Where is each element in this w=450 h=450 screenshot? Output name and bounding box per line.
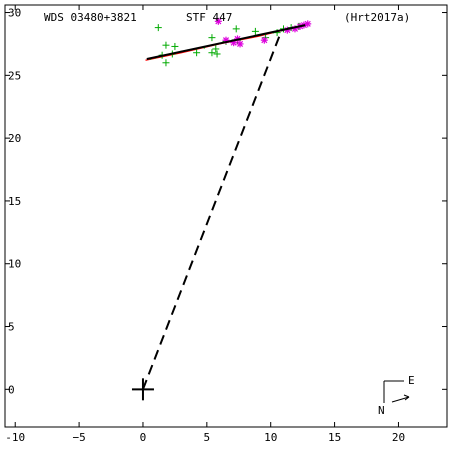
plus-mark bbox=[193, 49, 201, 57]
plot-frame bbox=[4, 4, 448, 428]
star-mark bbox=[236, 40, 244, 48]
plus-mark bbox=[208, 34, 216, 42]
compass-north-label: N bbox=[378, 404, 385, 417]
compass-icon: E N bbox=[378, 374, 415, 417]
x-tick-label: −5 bbox=[72, 431, 85, 444]
plus-mark bbox=[251, 27, 259, 35]
y-tick-label: 15 bbox=[8, 195, 21, 208]
compass-east-label: E bbox=[408, 374, 415, 387]
x-tick-label: -10 bbox=[5, 431, 25, 444]
separation-line bbox=[142, 28, 284, 390]
wds-label: WDS 03480+3821 bbox=[44, 11, 137, 24]
plus-mark bbox=[162, 59, 170, 67]
plot-border bbox=[4, 4, 448, 428]
x-tick-label: 5 bbox=[204, 431, 211, 444]
plus-mark bbox=[154, 24, 162, 32]
y-tick-label: 0 bbox=[8, 383, 15, 396]
y-tick-label: 30 bbox=[8, 7, 21, 20]
plus-mark bbox=[213, 50, 221, 58]
star-mark bbox=[260, 36, 268, 44]
x-tick-label: 15 bbox=[328, 431, 341, 444]
plus-mark bbox=[171, 42, 179, 50]
plus-mark bbox=[232, 25, 240, 33]
discoverer-label: STF 447 bbox=[186, 11, 232, 24]
fit-line bbox=[146, 24, 306, 60]
fit-segment bbox=[146, 24, 306, 60]
plus-mark bbox=[208, 49, 216, 57]
dashed-line bbox=[142, 28, 284, 390]
y-tick-label: 20 bbox=[8, 132, 21, 145]
x-tick-label: 0 bbox=[140, 431, 147, 444]
x-tick-label: 10 bbox=[264, 431, 277, 444]
y-tick-label: 5 bbox=[8, 321, 15, 334]
y-tick-label: 10 bbox=[8, 258, 21, 271]
axis-ticks bbox=[5, 5, 447, 427]
star-mark bbox=[214, 17, 222, 25]
plus-mark bbox=[212, 45, 220, 53]
reference-label: (Hrt2017a) bbox=[344, 11, 410, 24]
x-tick-labels: -10 −5 0 5 10 15 20 bbox=[5, 431, 405, 444]
y-tick-label: 25 bbox=[8, 69, 21, 82]
x-tick-label: 20 bbox=[392, 431, 405, 444]
star-mark bbox=[304, 20, 312, 28]
y-tick-labels: 0 5 10 15 20 25 30 bbox=[8, 7, 21, 397]
primary-star-marker bbox=[131, 378, 154, 401]
plus-mark bbox=[162, 41, 170, 49]
